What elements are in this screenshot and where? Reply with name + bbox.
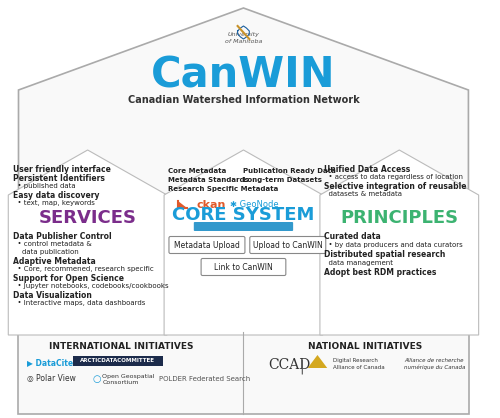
Text: POLDER Federated Search: POLDER Federated Search xyxy=(158,376,250,382)
FancyBboxPatch shape xyxy=(250,237,326,253)
Polygon shape xyxy=(8,150,167,335)
Text: Curated data: Curated data xyxy=(324,232,381,241)
FancyBboxPatch shape xyxy=(201,258,286,275)
Text: Data Visualization: Data Visualization xyxy=(12,291,92,300)
FancyBboxPatch shape xyxy=(18,332,469,414)
Text: Data Publisher Control: Data Publisher Control xyxy=(12,232,112,241)
FancyBboxPatch shape xyxy=(169,237,245,253)
Text: CORE SYSTEM: CORE SYSTEM xyxy=(172,206,314,224)
Text: • access to data regardless of location: • access to data regardless of location xyxy=(324,174,464,180)
Text: ▶ DataCite: ▶ DataCite xyxy=(28,358,74,367)
Text: PRINCIPLES: PRINCIPLES xyxy=(340,209,458,227)
Text: ckan: ckan xyxy=(196,200,226,210)
Text: NATIONAL INITIATIVES: NATIONAL INITIATIVES xyxy=(308,342,422,351)
Polygon shape xyxy=(164,150,323,335)
Text: Research Specific Metadata: Research Specific Metadata xyxy=(168,186,278,192)
Text: Long-term Datasets: Long-term Datasets xyxy=(244,177,322,183)
Text: • text, map, keywords: • text, map, keywords xyxy=(12,200,94,206)
Text: ◎ Polar View: ◎ Polar View xyxy=(28,374,76,383)
Text: Distributed spatial research: Distributed spatial research xyxy=(324,250,446,259)
Text: • published data: • published data xyxy=(12,183,76,189)
Text: data publication: data publication xyxy=(12,249,78,255)
Text: data management: data management xyxy=(324,260,394,266)
Text: • by data producers and data curators: • by data producers and data curators xyxy=(324,242,463,248)
Text: Support for Open Science: Support for Open Science xyxy=(12,274,124,283)
Polygon shape xyxy=(18,8,468,330)
Text: ○: ○ xyxy=(92,374,101,384)
Text: Metadata Upload: Metadata Upload xyxy=(174,240,240,250)
Polygon shape xyxy=(308,355,327,368)
Text: SERVICES: SERVICES xyxy=(38,209,136,227)
Text: |: | xyxy=(299,360,304,375)
Polygon shape xyxy=(320,150,478,335)
Text: User friendly interface: User friendly interface xyxy=(12,165,110,174)
Text: Adopt best RDM practices: Adopt best RDM practices xyxy=(324,268,436,277)
Text: datasets & metadata: datasets & metadata xyxy=(324,191,402,197)
FancyBboxPatch shape xyxy=(73,356,162,366)
Text: ARCTICDATACOMMITTEE: ARCTICDATACOMMITTEE xyxy=(80,359,156,364)
Text: Upload to CanWIN: Upload to CanWIN xyxy=(253,240,322,250)
Text: Core Metadata: Core Metadata xyxy=(168,168,226,174)
Text: Unified Data Access: Unified Data Access xyxy=(324,165,410,174)
Text: Adaptive Metadata: Adaptive Metadata xyxy=(12,257,96,266)
Text: Selective integration of reusable: Selective integration of reusable xyxy=(324,182,467,191)
Text: INTERNATIONAL INITIATIVES: INTERNATIONAL INITIATIVES xyxy=(50,342,194,351)
Polygon shape xyxy=(178,201,187,208)
Text: Publication Ready Data: Publication Ready Data xyxy=(244,168,336,174)
Text: CanWIN: CanWIN xyxy=(151,54,336,96)
FancyBboxPatch shape xyxy=(194,222,293,231)
Text: • Interactive maps, data dashboards: • Interactive maps, data dashboards xyxy=(12,300,145,306)
Text: Canadian Watershed Information Network: Canadian Watershed Information Network xyxy=(128,95,360,105)
Text: University
of Manitoba: University of Manitoba xyxy=(225,33,262,43)
Text: Open Geospatial
Consortium: Open Geospatial Consortium xyxy=(102,374,155,385)
Text: ✱ GeoNode: ✱ GeoNode xyxy=(230,200,278,209)
Text: • control metadata &: • control metadata & xyxy=(12,241,92,247)
Text: Alliance de recherche
numérique du Canada: Alliance de recherche numérique du Canad… xyxy=(404,358,466,370)
Text: Persistent Identifiers: Persistent Identifiers xyxy=(12,174,104,183)
Text: Link to CanWIN: Link to CanWIN xyxy=(214,263,273,272)
Text: Metadata Standards: Metadata Standards xyxy=(168,177,248,183)
Text: • Core, recommened, research specific: • Core, recommened, research specific xyxy=(12,266,154,272)
Text: Digital Research
Alliance of Canada: Digital Research Alliance of Canada xyxy=(333,358,385,370)
Text: Easy data discovery: Easy data discovery xyxy=(12,191,99,200)
Text: • Jupyter notebooks, codebooks/cookbooks: • Jupyter notebooks, codebooks/cookbooks xyxy=(12,283,168,289)
Text: CCAD: CCAD xyxy=(268,358,310,372)
